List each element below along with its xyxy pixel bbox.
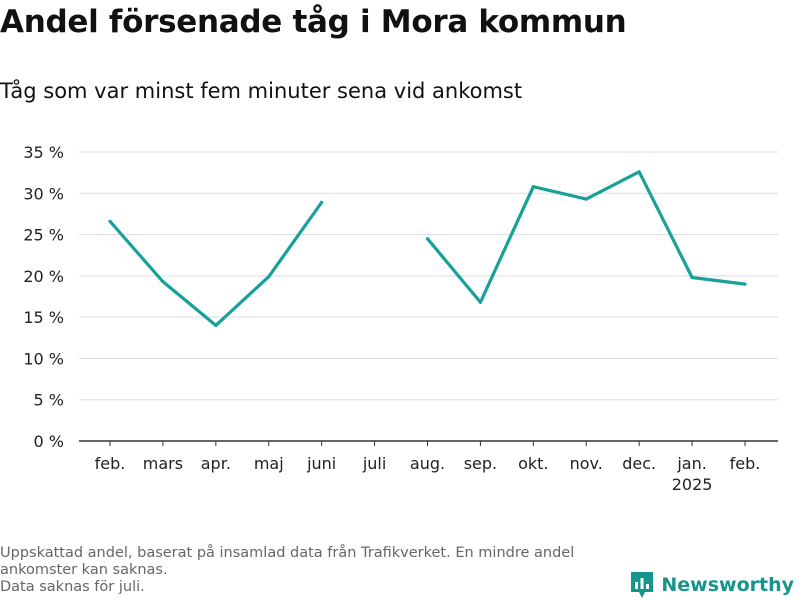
data-point [637, 170, 641, 174]
data-point [108, 219, 112, 223]
chart-subtitle: Tåg som var minst fem minuter sena vid a… [0, 79, 523, 103]
x-tick-label: feb. [95, 454, 126, 473]
y-tick-label: 25 % [23, 226, 64, 245]
data-point [214, 323, 218, 327]
footer-note-line-2: ankomster kan saknas. [0, 562, 168, 578]
x-tick-label: dec. [622, 454, 656, 473]
x-tick-label: feb. [730, 454, 761, 473]
brand: Newsworthy [629, 570, 794, 600]
data-point [320, 200, 324, 204]
x-tick-label: maj [254, 454, 284, 473]
y-tick-label: 35 % [23, 143, 64, 162]
x-tick-label: okt. [518, 454, 548, 473]
data-point [267, 275, 271, 279]
footer-note-line-3: Data saknas för juli. [0, 579, 145, 595]
y-tick-label: 0 % [34, 432, 64, 451]
chart-title: Andel försenade tåg i Mora kommun [0, 4, 627, 40]
data-point [690, 275, 694, 280]
y-axis: 0 % 5 % 10 % 15 % 20 % 25 % 30 % 35 % [23, 143, 64, 451]
grid-lines [79, 151, 778, 401]
data-point [743, 282, 747, 286]
line-chart: 0 %5 %10 %15 %20 %25 %30 %35 % feb. mars a… [23, 143, 778, 494]
y-tick-label: 20 % [23, 267, 64, 286]
footer-note: Uppskattad andel, baserat på insamlad da… [0, 545, 630, 596]
newsworthy-logo-icon [631, 572, 654, 598]
x-tick-label: apr. [201, 454, 231, 473]
y-tick-label: 10 % [23, 349, 64, 368]
series-layer [108, 170, 747, 327]
x-tick-label: juli [362, 454, 386, 473]
data-point [584, 197, 588, 201]
x-tick-label: aug. [410, 454, 445, 473]
x-tick-label: juni [306, 454, 336, 473]
brand-name: Newsworthy [661, 574, 794, 596]
data-point [425, 237, 430, 241]
x-tick-label: mars [143, 454, 183, 473]
data-point [161, 280, 165, 284]
y-tick-label: 15 % [23, 308, 64, 327]
x-tick-sublabel: 2025 [672, 475, 713, 494]
y-tick-label: 5 % [34, 391, 64, 410]
series-line-segment [426, 170, 746, 304]
series-line-segment [108, 201, 323, 327]
x-axis: feb. mars apr. maj juni juli aug. sep. okt. nov. d… [79, 440, 778, 494]
data-point [478, 300, 483, 304]
footer-note-line-1: Uppskattad andel, baserat på insamlad da… [0, 545, 575, 561]
data-point [531, 185, 535, 189]
x-tick-label: jan. [676, 454, 706, 473]
x-tick-label: sep. [464, 454, 497, 473]
y-tick-label: 30 % [23, 184, 64, 203]
x-tick-label: nov. [570, 454, 603, 473]
